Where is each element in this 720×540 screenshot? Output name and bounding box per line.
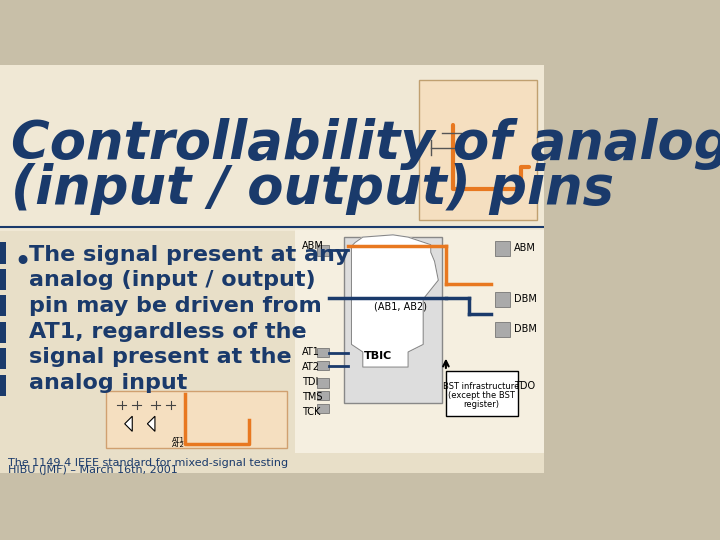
Text: BST infrastructure: BST infrastructure bbox=[444, 382, 520, 391]
FancyBboxPatch shape bbox=[318, 404, 329, 413]
FancyBboxPatch shape bbox=[318, 379, 329, 388]
Text: analog input: analog input bbox=[29, 373, 187, 393]
Text: (AB1, AB2): (AB1, AB2) bbox=[374, 302, 427, 312]
Text: (input / output) pins: (input / output) pins bbox=[12, 163, 614, 215]
FancyBboxPatch shape bbox=[0, 231, 544, 473]
Text: The 1149.4 IEEE standard for mixed-signal testing: The 1149.4 IEEE standard for mixed-signa… bbox=[7, 458, 288, 468]
Text: •: • bbox=[14, 248, 32, 278]
Text: DBM: DBM bbox=[514, 294, 537, 304]
FancyBboxPatch shape bbox=[0, 375, 6, 396]
Text: ABM: ABM bbox=[302, 241, 324, 251]
FancyBboxPatch shape bbox=[420, 80, 536, 220]
FancyBboxPatch shape bbox=[318, 245, 329, 256]
Text: (except the BST: (except the BST bbox=[448, 392, 515, 400]
Polygon shape bbox=[125, 416, 132, 431]
FancyBboxPatch shape bbox=[495, 379, 510, 394]
Text: HIBU (JMF) – March 16th, 2001: HIBU (JMF) – March 16th, 2001 bbox=[7, 465, 177, 475]
FancyBboxPatch shape bbox=[495, 241, 510, 256]
Text: DBM: DBM bbox=[514, 325, 537, 334]
Text: Controllability of analog: Controllability of analog bbox=[12, 118, 720, 170]
Text: AT1: AT1 bbox=[172, 437, 185, 443]
Text: pin may be driven from: pin may be driven from bbox=[29, 296, 321, 316]
Text: The signal present at any: The signal present at any bbox=[29, 245, 349, 265]
Text: TBIC: TBIC bbox=[364, 351, 392, 361]
FancyBboxPatch shape bbox=[344, 237, 442, 403]
FancyBboxPatch shape bbox=[0, 269, 6, 290]
Text: AT2: AT2 bbox=[172, 442, 185, 448]
FancyBboxPatch shape bbox=[495, 322, 510, 337]
FancyBboxPatch shape bbox=[0, 242, 6, 264]
Text: TCK: TCK bbox=[302, 408, 320, 417]
Text: AT1, regardless of the: AT1, regardless of the bbox=[29, 322, 306, 342]
Text: analog (input / output): analog (input / output) bbox=[29, 271, 315, 291]
Text: TDI: TDI bbox=[302, 377, 319, 387]
FancyBboxPatch shape bbox=[318, 361, 329, 370]
Text: signal present at the: signal present at the bbox=[29, 347, 292, 367]
FancyBboxPatch shape bbox=[318, 392, 329, 400]
FancyBboxPatch shape bbox=[294, 230, 544, 453]
FancyBboxPatch shape bbox=[106, 392, 287, 448]
FancyBboxPatch shape bbox=[0, 65, 544, 231]
Polygon shape bbox=[148, 416, 155, 431]
FancyBboxPatch shape bbox=[446, 371, 518, 416]
FancyBboxPatch shape bbox=[0, 65, 544, 473]
Polygon shape bbox=[351, 235, 438, 367]
FancyBboxPatch shape bbox=[318, 348, 329, 357]
Text: TDO: TDO bbox=[514, 381, 535, 391]
FancyBboxPatch shape bbox=[0, 295, 6, 316]
Text: TMS: TMS bbox=[302, 393, 323, 402]
FancyBboxPatch shape bbox=[0, 322, 6, 343]
Text: AT1: AT1 bbox=[302, 347, 320, 357]
FancyBboxPatch shape bbox=[0, 348, 6, 369]
Text: register): register) bbox=[464, 400, 500, 409]
FancyBboxPatch shape bbox=[495, 292, 510, 307]
Text: AT2: AT2 bbox=[302, 362, 320, 372]
Text: ABM: ABM bbox=[514, 244, 536, 253]
